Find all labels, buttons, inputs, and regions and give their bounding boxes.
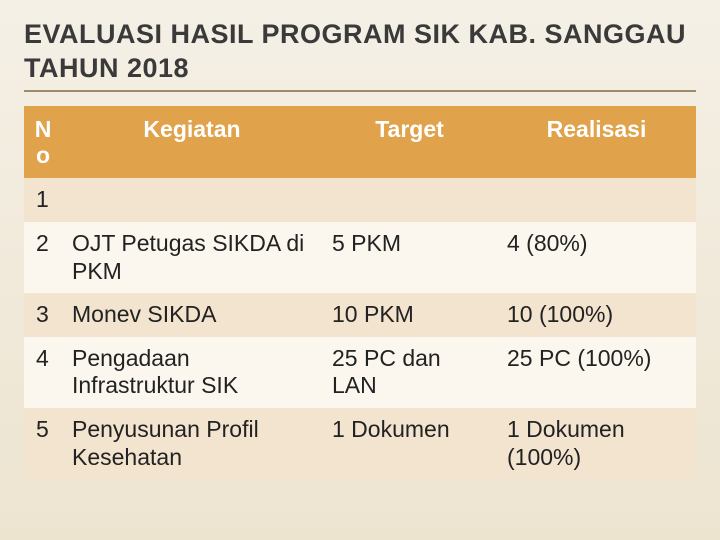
- table-header-row: N o Kegiatan Target Realisasi: [24, 106, 696, 179]
- cell-target: 5 PKM: [322, 222, 497, 293]
- col-header-no: N o: [24, 106, 62, 179]
- table-row: 4 Pengadaan Infrastruktur SIK 25 PC dan …: [24, 337, 696, 408]
- cell-target: [322, 178, 497, 222]
- cell-no: 2: [24, 222, 62, 293]
- table-row: 3 Monev SIKDA 10 PKM 10 (100%): [24, 293, 696, 337]
- cell-realisasi: 1 Dokumen (100%): [497, 408, 696, 479]
- cell-realisasi: 25 PC (100%): [497, 337, 696, 408]
- cell-realisasi: [497, 178, 696, 222]
- table-row: 2 OJT Petugas SIKDA di PKM 5 PKM 4 (80%): [24, 222, 696, 293]
- cell-target: 10 PKM: [322, 293, 497, 337]
- table-row: 5 Penyusunan Profil Kesehatan 1 Dokumen …: [24, 408, 696, 479]
- col-header-kegiatan: Kegiatan: [62, 106, 322, 179]
- table-row: 1: [24, 178, 696, 222]
- cell-kegiatan: OJT Petugas SIKDA di PKM: [62, 222, 322, 293]
- cell-kegiatan: Monev SIKDA: [62, 293, 322, 337]
- cell-target: 25 PC dan LAN: [322, 337, 497, 408]
- evaluation-table: N o Kegiatan Target Realisasi 1 2 OJT Pe…: [24, 106, 696, 480]
- cell-no: 5: [24, 408, 62, 479]
- cell-kegiatan: [62, 178, 322, 222]
- cell-no: 1: [24, 178, 62, 222]
- cell-realisasi: 10 (100%): [497, 293, 696, 337]
- cell-kegiatan: Penyusunan Profil Kesehatan: [62, 408, 322, 479]
- cell-no: 3: [24, 293, 62, 337]
- page-title: EVALUASI HASIL PROGRAM SIK KAB. SANGGAU …: [24, 18, 696, 92]
- cell-target: 1 Dokumen: [322, 408, 497, 479]
- cell-kegiatan: Pengadaan Infrastruktur SIK: [62, 337, 322, 408]
- cell-realisasi: 4 (80%): [497, 222, 696, 293]
- col-header-target: Target: [322, 106, 497, 179]
- cell-no: 4: [24, 337, 62, 408]
- col-header-realisasi: Realisasi: [497, 106, 696, 179]
